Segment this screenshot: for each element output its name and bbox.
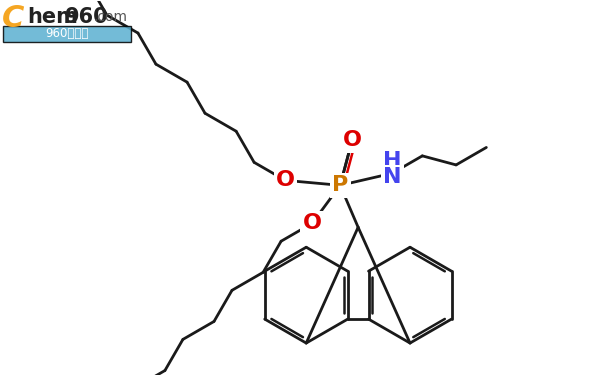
Text: N: N [383,167,401,188]
FancyBboxPatch shape [3,26,131,42]
Text: .com: .com [94,10,128,24]
Text: O: O [276,170,295,190]
Text: H: H [383,152,401,171]
Text: hem: hem [27,7,78,27]
Text: C: C [2,4,24,33]
Text: P: P [332,176,348,195]
Text: 960: 960 [65,7,108,27]
Text: O: O [342,130,362,150]
Text: 960化工网: 960化工网 [45,27,88,40]
Text: O: O [302,213,322,233]
